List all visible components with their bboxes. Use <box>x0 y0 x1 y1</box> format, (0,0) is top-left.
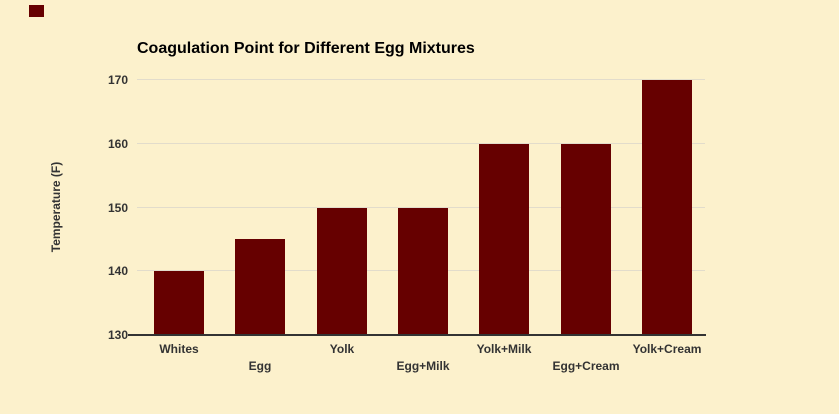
bar <box>317 208 367 334</box>
x-tick-label: Yolk+Cream <box>632 342 702 356</box>
chart-title: Coagulation Point for Different Egg Mixt… <box>137 40 475 57</box>
x-tick-label: Egg <box>248 359 272 373</box>
gridline <box>137 79 705 80</box>
series-color-swatch <box>29 5 44 17</box>
x-tick-label: Whites <box>159 342 199 356</box>
gridline <box>137 143 705 144</box>
bar <box>642 80 692 334</box>
bar <box>398 208 448 334</box>
y-axis-title: Temperature (F) <box>49 161 63 253</box>
y-tick-label: 170 <box>107 73 128 87</box>
x-tick-label: Egg+Cream <box>552 359 620 373</box>
x-tick-label: Yolk+Milk <box>476 342 532 356</box>
bar <box>561 144 611 334</box>
x-tick-label: Egg+Milk <box>396 359 450 373</box>
bar <box>154 271 204 334</box>
x-axis-line <box>128 334 706 336</box>
y-tick-label: 130 <box>107 328 128 342</box>
y-tick-label: 150 <box>107 201 128 215</box>
bar <box>235 239 285 334</box>
y-tick-label: 140 <box>107 264 128 278</box>
x-tick-label: Yolk <box>329 342 355 356</box>
y-tick-label: 160 <box>107 137 128 151</box>
bar <box>479 144 529 334</box>
gridline <box>137 207 705 208</box>
